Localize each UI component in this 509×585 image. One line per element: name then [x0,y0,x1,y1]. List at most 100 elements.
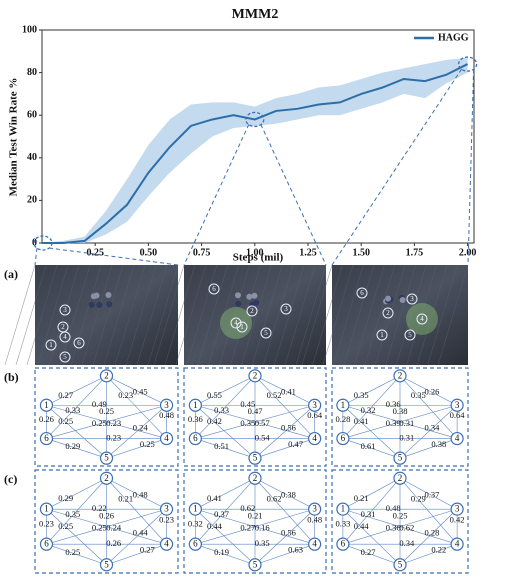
graph-node-label: 1 [341,504,346,514]
graph-edge [195,477,256,510]
terrain-line [427,264,458,366]
graph-node [188,398,202,412]
graph-edge [342,375,401,406]
graph-node-label: 6 [341,539,346,549]
graph-edge [46,405,107,459]
graph-edge [195,375,256,439]
terrain-line [153,264,185,366]
graph-edge [106,477,167,510]
graph-node [336,431,350,446]
graph-node-label: 1 [193,400,198,410]
edge-weight: 0.45 [240,399,255,409]
x-tick-label: 0.75 [193,247,211,258]
terrain-line [395,264,427,366]
terrain-line [92,264,124,366]
agent-node [230,317,242,329]
graph-edge [399,375,458,439]
graph-node [393,558,407,572]
agent-node-label: 2 [250,307,254,315]
graph-node [336,398,350,412]
legend-label: HAGG [438,32,469,43]
graph-edge [342,508,458,545]
graph-node [188,431,202,446]
agent-node-label: 3 [410,295,414,303]
terrain-line [125,264,157,366]
terrain-line [37,264,69,366]
terrain-line [437,264,469,366]
graph-edge [195,405,256,459]
graph-edge [254,477,315,510]
graph-edge [399,438,458,459]
edge-weight: 0.33 [335,519,350,529]
graph-edge [46,478,107,545]
edge-weight: 0.44 [207,521,223,531]
edge-weight: 0.35 [255,538,270,548]
graph-node [393,369,407,383]
x-tick-label: 1.50 [352,247,370,258]
graph-node-label: 6 [193,433,198,443]
graph-node-label: 1 [341,400,346,410]
graph-edge [46,375,107,406]
edge-weight: 0.34 [425,422,441,432]
zoom-connector [48,247,179,266]
edge-weight: 0.36 [386,523,401,533]
terrain-line [70,264,102,366]
graph-node-label: 2 [104,370,109,380]
graph-edge [342,404,458,439]
edge-weight: 0.56 [281,528,296,538]
terrain-line [262,264,294,366]
edge-weight: 0.42 [207,416,222,426]
terrain-line [164,264,196,366]
graph-node-label: 6 [341,433,346,443]
edge-weight: 0.23 [118,390,133,400]
terrain-line [322,264,354,366]
graph-node-label: 5 [398,453,403,463]
zoom-connector [34,247,38,266]
edge-weight: 0.37 [425,489,440,499]
graph-node-label: 2 [398,473,403,483]
graph-node-label: 5 [104,453,109,463]
agent-node-label: 1 [240,323,244,331]
graph-box [34,367,179,467]
graph-edge [399,477,458,510]
graph-node [393,471,407,485]
edge-weight: 0.27 [361,547,376,557]
graph-edge [46,477,107,510]
edge-weight: 0.36 [188,414,203,424]
agent-node-label: 6 [360,289,364,297]
graph-edge [106,405,167,459]
unit-sprite [385,295,392,302]
graph-node-label: 4 [455,433,460,443]
edge-weight: 0.44 [133,528,149,538]
terrain-line [103,264,135,366]
terrain-line [114,264,146,366]
edge-weight: 0.25 [58,521,73,531]
graph-node-label: 5 [104,559,109,569]
graph-edge [195,543,256,566]
x-tick-label: 1.25 [299,247,317,258]
edge-weight: 0.48 [133,489,148,499]
edge-weight: 0.41 [354,416,369,426]
graph-node [248,451,262,465]
graph-node-label: 3 [312,400,317,410]
graph-node [159,502,174,516]
graph-node [248,558,262,572]
graph-node [308,431,322,446]
graph-node [308,398,322,412]
agent-node [382,307,394,319]
screenshot [332,265,468,365]
edge-weight: 0.36 [386,399,401,409]
terrain-line [354,264,385,366]
zoom-connector [467,69,475,266]
edge-weight: 0.22 [431,545,446,555]
graph-node-label: 3 [164,504,169,514]
graph-node-label: 6 [44,539,49,549]
graph-edge [254,543,315,566]
edge-weight: 0.33 [214,405,229,415]
x-tick-label: 2.00 [459,247,477,258]
edge-weight: 0.34 [399,538,415,548]
terrain-line [301,264,333,366]
edge-weight: 0.62 [399,523,414,533]
terrain-line [230,264,261,366]
edge-weight: 0.37 [214,509,229,519]
